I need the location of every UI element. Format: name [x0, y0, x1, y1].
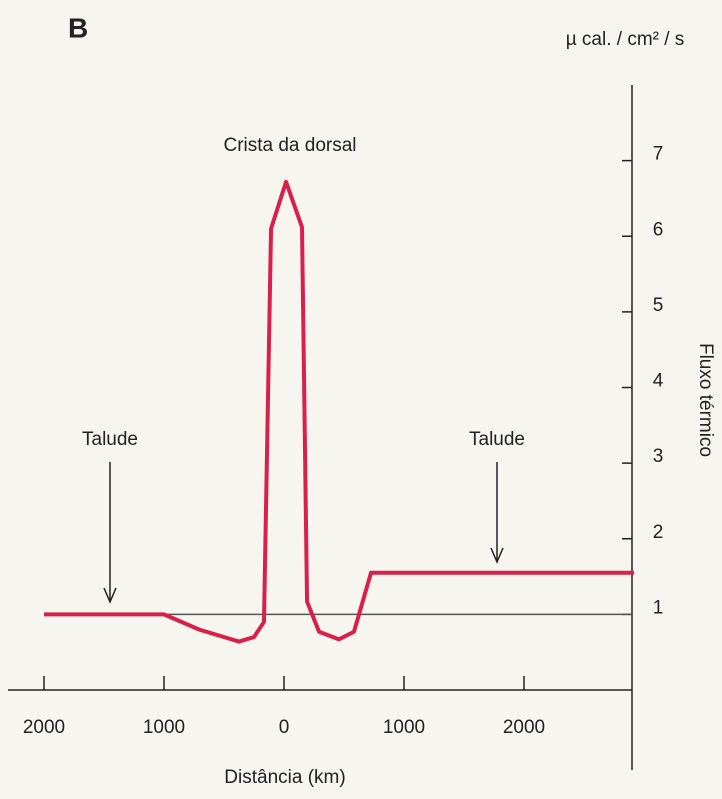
- y-tick-label: 1: [653, 597, 664, 618]
- y-tick-label: 2: [653, 522, 664, 543]
- x-tick-label: 1000: [143, 717, 185, 738]
- y-tick-label: 4: [653, 371, 664, 392]
- x-tick-label: 2000: [503, 717, 545, 738]
- x-tick-label: 0: [279, 717, 290, 738]
- unit-label: µ cal. / cm² / s: [566, 29, 685, 50]
- data-line: [44, 179, 635, 644]
- arrow-head: [103, 587, 117, 604]
- panel-label: B: [68, 12, 88, 43]
- y-tick-label: 5: [653, 295, 664, 316]
- arrow-head: [490, 547, 504, 564]
- x-tick-label: 1000: [383, 717, 425, 738]
- x-axis-label: Distância (km): [224, 767, 345, 788]
- y-axis-label: Fluxo térmico: [695, 343, 716, 457]
- x-tick-label: 2000: [23, 717, 65, 738]
- y-tick-label: 6: [653, 219, 664, 240]
- annotation: Talude: [82, 429, 138, 450]
- y-tick-label: 7: [653, 144, 664, 165]
- annotation: Talude: [469, 429, 525, 450]
- y-tick-label: 3: [653, 446, 664, 467]
- annotation: Crista da dorsal: [223, 135, 356, 156]
